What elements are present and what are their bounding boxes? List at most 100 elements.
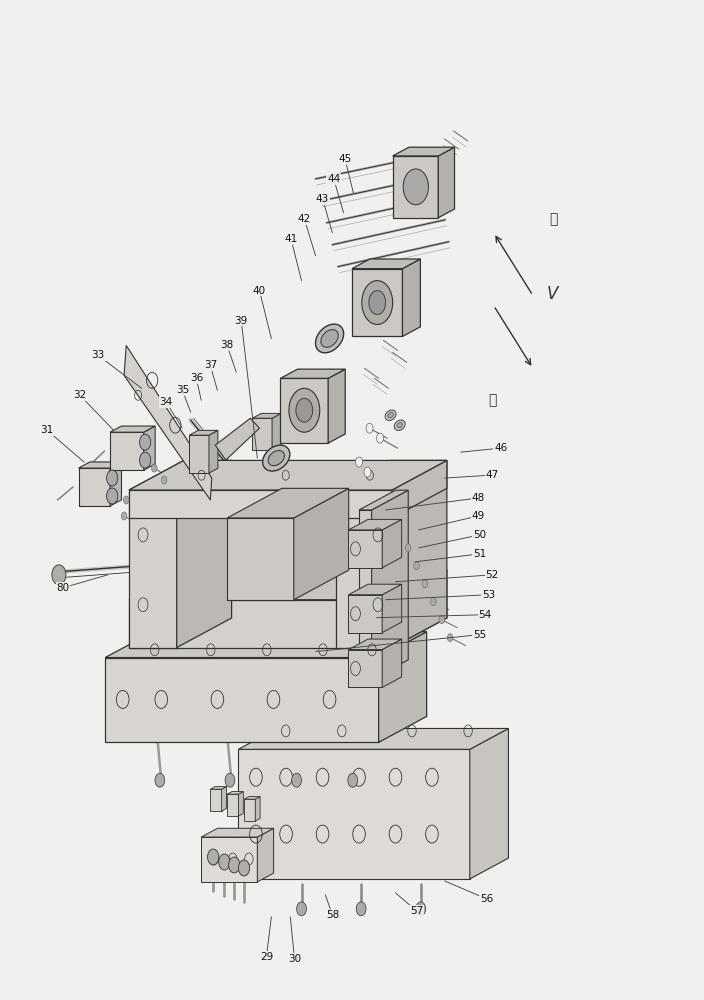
Text: 56: 56 [480, 894, 494, 904]
Polygon shape [382, 584, 402, 633]
Polygon shape [348, 519, 402, 530]
Polygon shape [253, 413, 281, 418]
Polygon shape [177, 460, 232, 648]
Text: 50: 50 [473, 530, 486, 540]
Polygon shape [359, 490, 408, 510]
Polygon shape [210, 789, 222, 811]
Text: 41: 41 [284, 234, 298, 244]
Polygon shape [348, 530, 382, 568]
Polygon shape [348, 639, 402, 650]
Text: 32: 32 [73, 390, 87, 400]
Polygon shape [227, 518, 294, 600]
Text: 38: 38 [220, 340, 234, 350]
Polygon shape [244, 799, 256, 821]
Polygon shape [348, 650, 382, 687]
Polygon shape [359, 510, 372, 680]
Text: 33: 33 [92, 350, 105, 360]
Polygon shape [382, 519, 402, 568]
Text: 43: 43 [316, 194, 329, 204]
Text: 31: 31 [40, 425, 54, 435]
Ellipse shape [394, 420, 406, 430]
Polygon shape [244, 797, 260, 799]
Text: 54: 54 [479, 610, 492, 620]
Circle shape [364, 467, 371, 477]
Polygon shape [129, 490, 177, 648]
Circle shape [296, 902, 306, 916]
Text: 52: 52 [486, 570, 499, 580]
Polygon shape [144, 426, 155, 470]
Ellipse shape [315, 324, 344, 353]
Circle shape [161, 476, 167, 484]
Polygon shape [222, 787, 227, 811]
Polygon shape [352, 259, 420, 269]
Text: 51: 51 [473, 549, 486, 559]
Circle shape [356, 902, 366, 916]
Circle shape [356, 457, 363, 467]
Polygon shape [209, 430, 218, 473]
Circle shape [447, 634, 453, 642]
Polygon shape [439, 147, 455, 218]
Circle shape [155, 773, 165, 787]
Polygon shape [105, 658, 379, 742]
Circle shape [139, 434, 151, 450]
Text: 35: 35 [176, 385, 189, 395]
Circle shape [296, 398, 313, 422]
Ellipse shape [385, 410, 396, 420]
Polygon shape [189, 435, 209, 473]
Text: 48: 48 [472, 493, 485, 503]
Polygon shape [348, 584, 402, 595]
Text: 58: 58 [326, 910, 339, 920]
Polygon shape [328, 369, 345, 443]
Circle shape [106, 470, 118, 486]
Text: 40: 40 [253, 286, 266, 296]
Text: 30: 30 [288, 954, 301, 964]
Text: 57: 57 [410, 906, 423, 916]
Polygon shape [215, 418, 260, 460]
Text: 37: 37 [203, 360, 217, 370]
Polygon shape [393, 147, 455, 156]
Ellipse shape [388, 413, 394, 418]
Circle shape [414, 562, 420, 570]
Text: 后: 后 [550, 212, 558, 226]
Polygon shape [227, 794, 239, 816]
Circle shape [123, 496, 129, 504]
Polygon shape [379, 632, 427, 742]
Polygon shape [294, 488, 348, 600]
Text: 39: 39 [234, 316, 248, 326]
Circle shape [151, 464, 157, 472]
Polygon shape [210, 787, 227, 789]
Polygon shape [239, 792, 244, 816]
Circle shape [369, 291, 386, 315]
Polygon shape [79, 468, 110, 506]
Text: 46: 46 [494, 443, 508, 453]
Polygon shape [110, 432, 144, 470]
Ellipse shape [321, 330, 338, 347]
Circle shape [362, 281, 393, 324]
Text: 45: 45 [339, 154, 351, 164]
Circle shape [106, 488, 118, 504]
Circle shape [121, 512, 127, 520]
Circle shape [431, 598, 436, 606]
Polygon shape [201, 837, 258, 882]
Text: 53: 53 [482, 590, 496, 600]
Text: 47: 47 [486, 470, 499, 480]
Polygon shape [129, 460, 232, 490]
Polygon shape [470, 728, 508, 879]
Circle shape [139, 452, 151, 468]
Ellipse shape [263, 445, 290, 471]
Circle shape [219, 854, 230, 870]
Ellipse shape [268, 451, 284, 466]
Polygon shape [189, 430, 218, 435]
Polygon shape [352, 269, 403, 336]
Polygon shape [382, 639, 402, 687]
Circle shape [366, 423, 373, 433]
Polygon shape [129, 600, 392, 648]
Circle shape [377, 433, 384, 443]
Circle shape [348, 773, 358, 787]
Polygon shape [280, 378, 328, 443]
Text: 80: 80 [56, 583, 70, 593]
Text: 34: 34 [160, 397, 172, 407]
Circle shape [406, 544, 411, 552]
Text: 29: 29 [260, 952, 273, 962]
Polygon shape [253, 418, 272, 450]
